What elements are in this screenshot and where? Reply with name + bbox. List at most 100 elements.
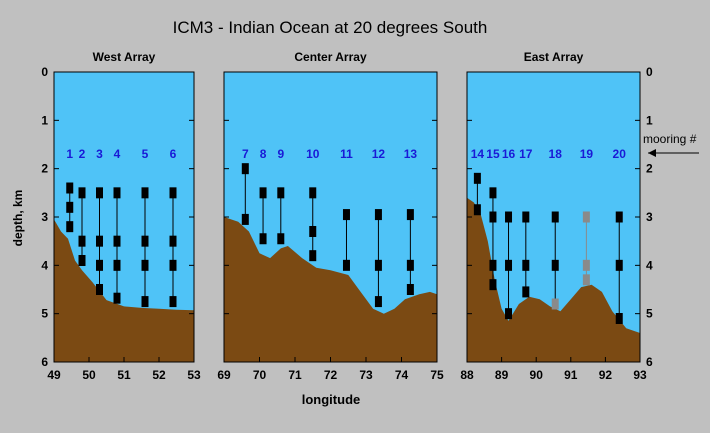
- instrument-lost: [582, 274, 590, 286]
- instrument: [522, 211, 530, 223]
- instrument: [259, 233, 267, 245]
- instrument: [141, 187, 149, 199]
- mooring-18: 18: [549, 147, 563, 310]
- mooring-label: 15: [486, 147, 500, 161]
- instrument: [169, 259, 177, 271]
- instrument: [66, 201, 74, 213]
- mooring-12: 12: [372, 147, 386, 308]
- instrument: [277, 233, 285, 245]
- mooring-label: 10: [306, 147, 320, 161]
- instrument: [615, 313, 623, 324]
- instrument: [241, 213, 249, 225]
- mooring-label: 7: [242, 147, 249, 161]
- west-seafloor: [54, 219, 194, 362]
- instrument: [78, 255, 86, 266]
- instrument: [96, 187, 103, 199]
- mooring-2: 2: [78, 147, 86, 266]
- mooring-7: 7: [241, 147, 249, 225]
- mooring-label: 18: [549, 147, 563, 161]
- instrument: [615, 259, 623, 271]
- y-tick-label-right: 0: [646, 65, 653, 79]
- y-tick-label-right: 2: [646, 162, 653, 176]
- mooring-annotation-arrow: [648, 149, 699, 157]
- mooring-label: 3: [96, 147, 103, 161]
- center-xtick-label: 72: [324, 368, 338, 382]
- instrument: [66, 182, 74, 194]
- mooring-15: 15: [486, 147, 500, 291]
- mooring-4: 4: [113, 147, 121, 304]
- mooring-label: 6: [170, 147, 177, 161]
- mooring-label: 17: [519, 147, 533, 161]
- mooring-label: 1: [66, 147, 73, 161]
- instrument: [342, 209, 350, 221]
- instrument: [169, 235, 177, 247]
- instrument: [551, 211, 559, 223]
- instrument-lost: [582, 211, 590, 223]
- east-panel: East Array 0 1 2 3 4 5 6 88 89 90 91 92 93 14 15 16 17 18 1…: [460, 50, 653, 382]
- y-tick-label-right: 3: [646, 210, 653, 224]
- east-title: East Array: [524, 50, 584, 64]
- y-tick-label-right: 6: [646, 355, 653, 369]
- instrument: [277, 187, 285, 199]
- instrument: [169, 296, 177, 308]
- east-xtick-label: 93: [633, 368, 647, 382]
- mooring-11: 11: [340, 147, 353, 271]
- instrument: [241, 163, 249, 175]
- center-xtick-label: 70: [253, 368, 267, 382]
- instrument: [259, 187, 267, 199]
- mooring-label: 20: [613, 147, 627, 161]
- center-seafloor: [224, 217, 437, 362]
- instrument: [505, 308, 513, 320]
- center-xtick-label: 71: [288, 368, 302, 382]
- east-seafloor: [467, 197, 640, 362]
- instrument: [113, 292, 121, 304]
- mooring-3: 3: [96, 147, 103, 295]
- instrument: [78, 235, 86, 247]
- y-axis-label: depth, km: [11, 190, 25, 247]
- instrument: [66, 221, 74, 233]
- instrument: [406, 209, 414, 221]
- mooring-13: 13: [404, 147, 417, 295]
- mooring-label: 19: [580, 147, 594, 161]
- instrument: [113, 187, 121, 199]
- instrument: [489, 259, 497, 271]
- mooring-17: 17: [519, 147, 533, 298]
- instrument: [342, 259, 350, 271]
- y-tick-label-right: 1: [646, 113, 653, 127]
- instrument: [489, 187, 497, 199]
- instrument: [489, 211, 497, 223]
- mooring-label: 2: [79, 147, 86, 161]
- east-xtick-label: 89: [495, 368, 509, 382]
- west-xtick-label: 53: [187, 368, 201, 382]
- mooring-annotation: mooring #: [643, 132, 697, 146]
- mooring-19: 19: [580, 147, 594, 286]
- center-xtick-label: 69: [217, 368, 231, 382]
- x-axis-label: longitude: [302, 392, 361, 407]
- mooring-label: 16: [502, 147, 516, 161]
- instrument: [96, 235, 103, 247]
- mooring-label: 9: [277, 147, 284, 161]
- instrument-lost: [582, 259, 590, 271]
- mooring-10: 10: [306, 147, 320, 262]
- y-tick-label: 2: [41, 162, 48, 176]
- mooring-label: 12: [372, 147, 386, 161]
- instrument: [473, 172, 481, 184]
- instrument: [406, 259, 414, 271]
- y-tick-label: 4: [41, 258, 48, 272]
- instrument: [309, 226, 317, 237]
- east-xtick-label: 90: [530, 368, 544, 382]
- y-tick-label-right: 5: [646, 307, 653, 321]
- instrument: [141, 235, 149, 247]
- y-tick-label: 3: [41, 210, 48, 224]
- instrument: [505, 211, 513, 223]
- y-tick-label-right: 4: [646, 258, 653, 272]
- east-xtick-label: 88: [460, 368, 474, 382]
- center-xtick-label: 75: [430, 368, 444, 382]
- center-xtick-label: 74: [395, 368, 409, 382]
- y-tick-label: 1: [41, 113, 48, 127]
- mooring-20: 20: [613, 147, 627, 324]
- center-xtick-label: 73: [359, 368, 373, 382]
- mooring-14: 14: [471, 147, 484, 216]
